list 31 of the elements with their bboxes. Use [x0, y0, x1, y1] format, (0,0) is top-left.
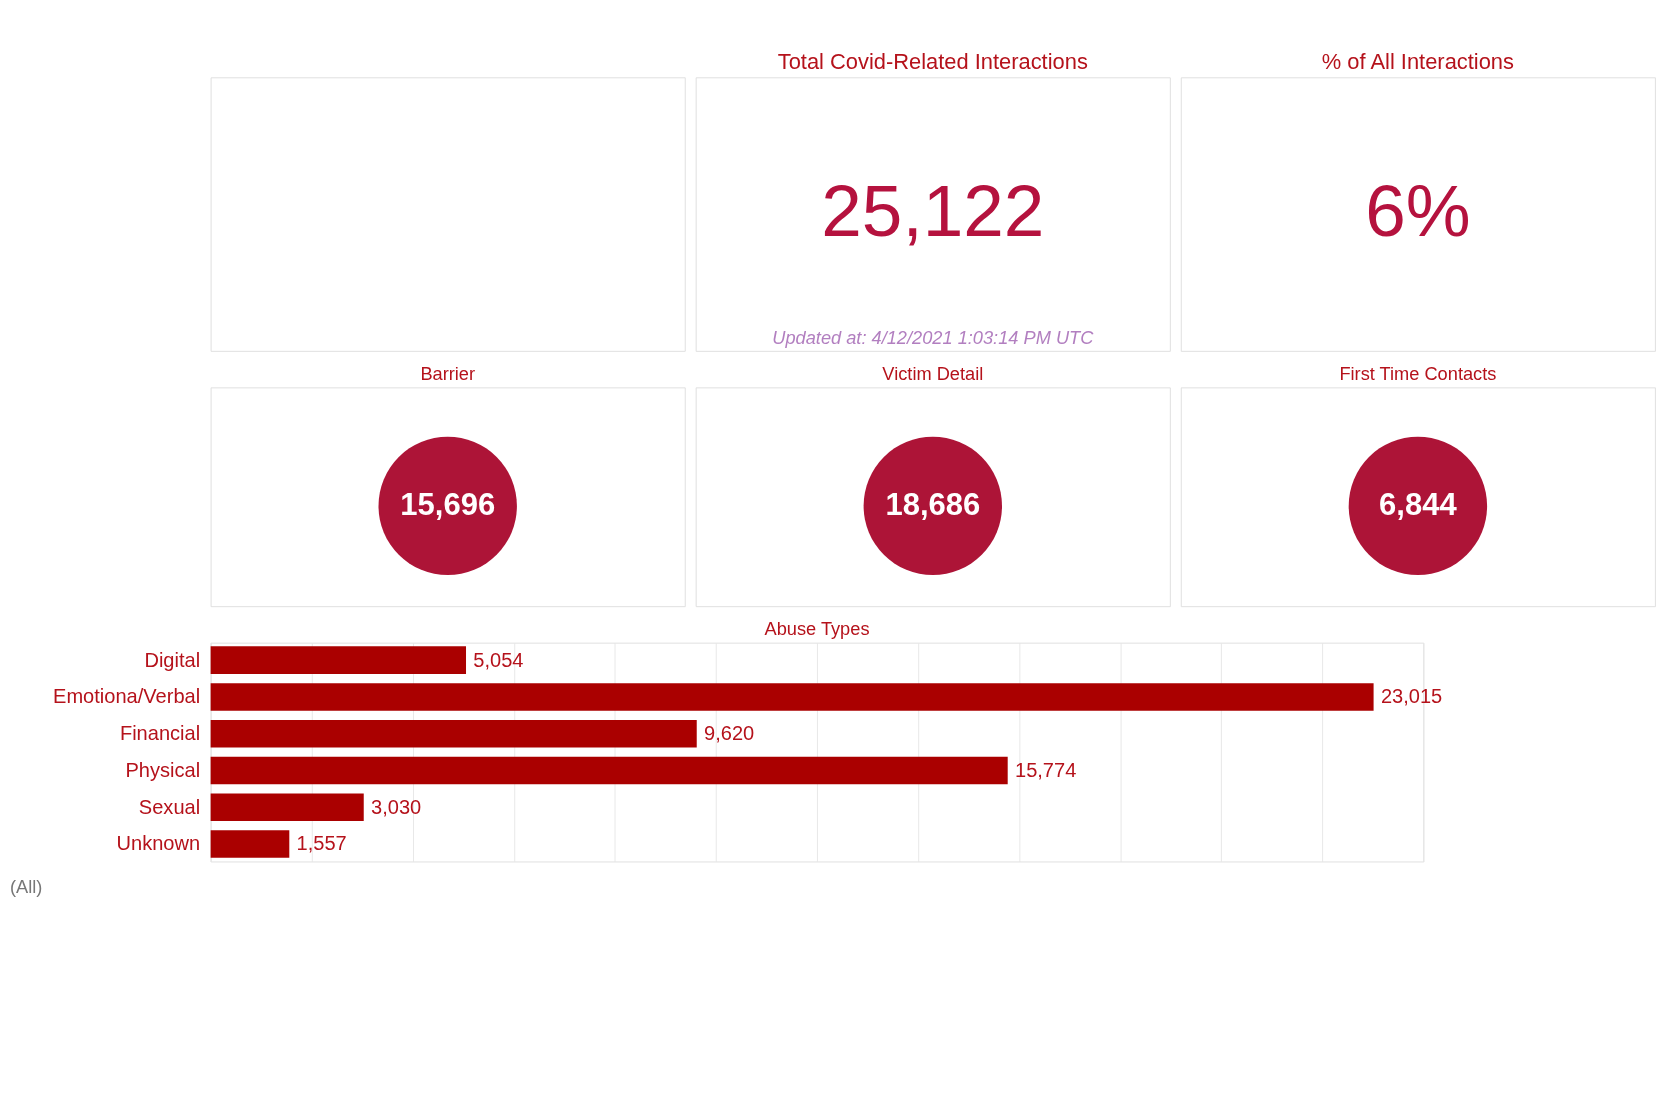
data-label: 25,122	[821, 170, 1045, 252]
bar	[210, 793, 364, 822]
data-label: 15,696	[400, 487, 496, 523]
text: Victim Detail	[882, 363, 984, 385]
text: Updated at: 4/12/2021 1:03:14 PM UTC	[772, 326, 1095, 348]
data-label: 5,054	[473, 648, 524, 671]
data-label: 9,620	[704, 722, 755, 745]
data-label: 6,844	[1379, 487, 1458, 523]
bar	[210, 756, 1008, 785]
bar	[210, 646, 467, 674]
text: Total Covid-Related Interactions	[777, 49, 1088, 75]
data-label: 6%	[1365, 170, 1471, 252]
y-tick-label: Emotiona/Verbal	[53, 685, 201, 708]
data-label: 15,774	[1015, 758, 1077, 781]
bar	[210, 719, 697, 748]
text: % of All Interactions	[1321, 49, 1515, 75]
data-label: 1,557	[296, 832, 347, 855]
bar	[210, 830, 290, 858]
data-label: 18,686	[885, 487, 981, 523]
y-tick-label: Unknown	[116, 832, 201, 855]
y-tick-label: Financial	[119, 722, 201, 745]
data-label: 23,015	[1380, 685, 1443, 708]
data-label: 3,030	[371, 795, 422, 818]
chart-title: Abuse Types	[764, 618, 870, 640]
text: First Time Contacts	[1339, 363, 1497, 385]
y-tick-label: Physical	[125, 758, 201, 781]
text: (All)	[10, 875, 43, 897]
text: Barrier	[420, 363, 476, 385]
y-tick-label: Sexual	[138, 795, 201, 818]
bar	[210, 683, 1374, 711]
y-tick-label: Digital	[144, 648, 201, 671]
